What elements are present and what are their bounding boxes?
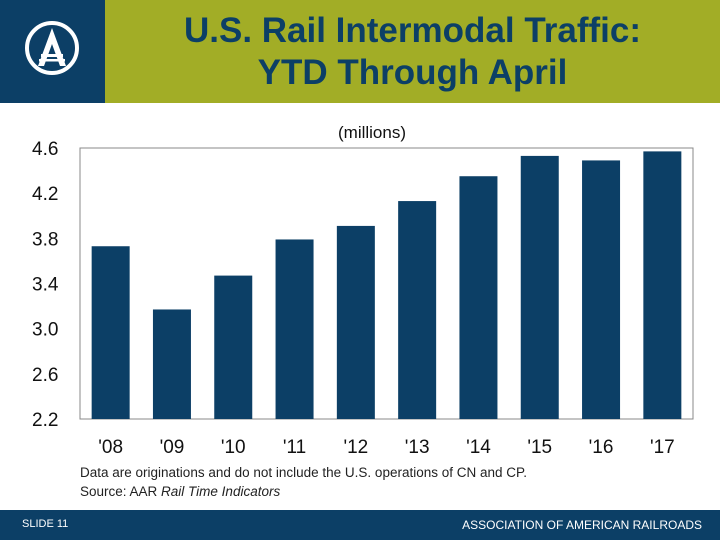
bar (643, 151, 682, 419)
y-tick-label: 3.4 (32, 275, 59, 296)
chart-title: (millions) (338, 123, 406, 142)
x-tick-label: '12 (343, 437, 368, 458)
bar (398, 201, 437, 419)
x-tick-label: '14 (466, 437, 491, 458)
bar (275, 239, 314, 419)
x-tick-label: '13 (405, 437, 430, 458)
x-tick-label: '16 (589, 437, 614, 458)
x-tick-label: '11 (283, 437, 306, 458)
compass-a-logo-icon (25, 21, 79, 75)
slide-title-line1: U.S. Rail Intermodal Traffic: (183, 11, 642, 50)
x-tick-label: '09 (160, 437, 185, 458)
bar (582, 160, 621, 419)
x-tick-label: '15 (527, 437, 552, 458)
y-tick-label: 4.6 (32, 139, 58, 160)
bar (459, 176, 498, 419)
bar-chart: (millions) 2.2 2.6 3.0 3.4 3.8 4.2 4.6 '08 '09 '… (32, 123, 694, 458)
data-note: Data are originations and do not include… (80, 465, 528, 480)
source-prefix: Source: AAR (80, 484, 162, 499)
logo-box (0, 0, 105, 103)
source-note: Source: AAR Rail Time Indicators (80, 484, 280, 499)
y-tick-label: 2.2 (32, 410, 58, 431)
y-tick-label: 2.6 (32, 365, 58, 386)
title-bar: U.S. Rail Intermodal Traffic: YTD Throug… (105, 0, 720, 103)
y-tick-label: 3.8 (32, 229, 58, 250)
bar (152, 309, 191, 419)
x-tick-label: '08 (98, 437, 123, 458)
bar (91, 246, 130, 419)
y-tick-label: 3.0 (32, 320, 58, 341)
x-tick-label: '10 (221, 437, 246, 458)
slide-number: SLIDE 11 (22, 518, 69, 530)
organization-name: ASSOCIATION OF AMERICAN RAILROADS (462, 518, 702, 532)
x-tick-label: '17 (650, 437, 675, 458)
bar (336, 225, 375, 419)
source-title: Rail Time Indicators (161, 484, 281, 499)
slide-title-line2: YTD Through April (257, 53, 568, 92)
bar (214, 275, 253, 419)
footer-bar: SLIDE 11 ASSOCIATION OF AMERICAN RAILROA… (0, 510, 720, 540)
y-tick-label: 4.2 (32, 184, 58, 205)
plot-area (79, 147, 694, 420)
bar (520, 155, 559, 419)
